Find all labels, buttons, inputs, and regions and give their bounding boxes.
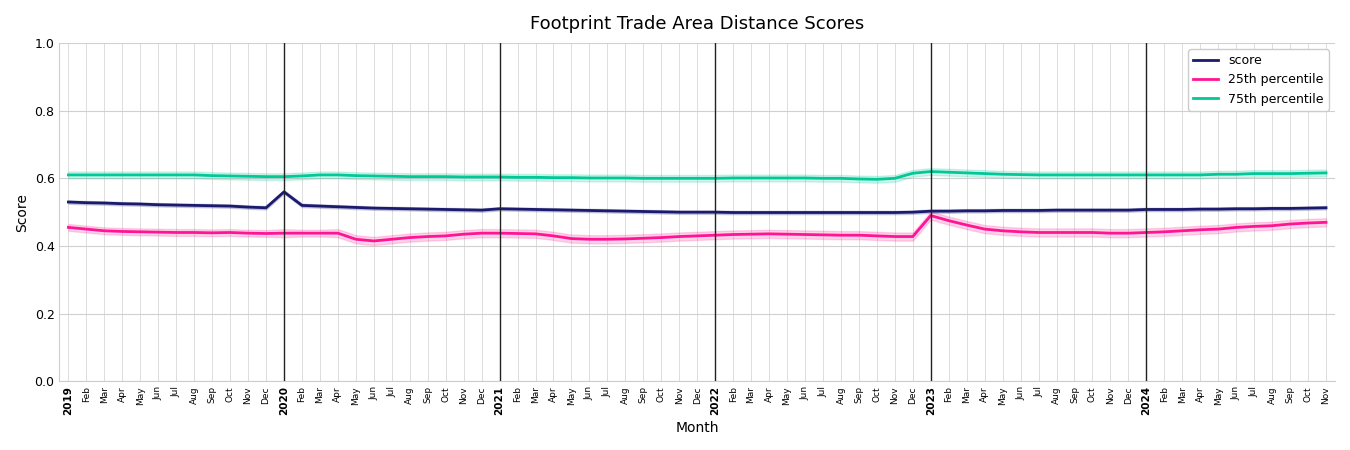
score bbox=[275, 189, 292, 194]
Line: score: score bbox=[69, 192, 1326, 212]
Line: 25th percentile: 25th percentile bbox=[69, 216, 1326, 241]
score bbox=[96, 200, 112, 206]
75th percentile bbox=[922, 169, 938, 174]
score bbox=[1282, 206, 1299, 211]
25th percentile bbox=[61, 225, 77, 230]
score bbox=[1318, 205, 1334, 211]
25th percentile bbox=[833, 233, 849, 238]
75th percentile bbox=[869, 177, 886, 182]
Title: Footprint Trade Area Distance Scores: Footprint Trade Area Distance Scores bbox=[531, 15, 864, 33]
score bbox=[725, 210, 741, 215]
25th percentile bbox=[1228, 225, 1245, 230]
75th percentile bbox=[671, 176, 687, 181]
25th percentile bbox=[96, 228, 112, 234]
Line: 75th percentile: 75th percentile bbox=[69, 171, 1326, 180]
25th percentile bbox=[922, 213, 938, 218]
score bbox=[850, 210, 867, 215]
75th percentile bbox=[61, 172, 77, 178]
75th percentile bbox=[1228, 171, 1245, 177]
score bbox=[1228, 206, 1245, 211]
25th percentile bbox=[1318, 220, 1334, 225]
score bbox=[61, 199, 77, 205]
Y-axis label: Score: Score bbox=[15, 193, 28, 232]
75th percentile bbox=[1282, 171, 1299, 176]
Legend: score, 25th percentile, 75th percentile: score, 25th percentile, 75th percentile bbox=[1188, 49, 1328, 111]
25th percentile bbox=[240, 230, 256, 236]
25th percentile bbox=[688, 233, 705, 238]
75th percentile bbox=[815, 176, 832, 181]
score bbox=[688, 209, 705, 215]
X-axis label: Month: Month bbox=[675, 421, 720, 435]
75th percentile bbox=[1318, 170, 1334, 176]
25th percentile bbox=[366, 238, 382, 243]
75th percentile bbox=[96, 172, 112, 178]
75th percentile bbox=[240, 174, 256, 179]
25th percentile bbox=[1282, 221, 1299, 227]
score bbox=[240, 204, 256, 210]
